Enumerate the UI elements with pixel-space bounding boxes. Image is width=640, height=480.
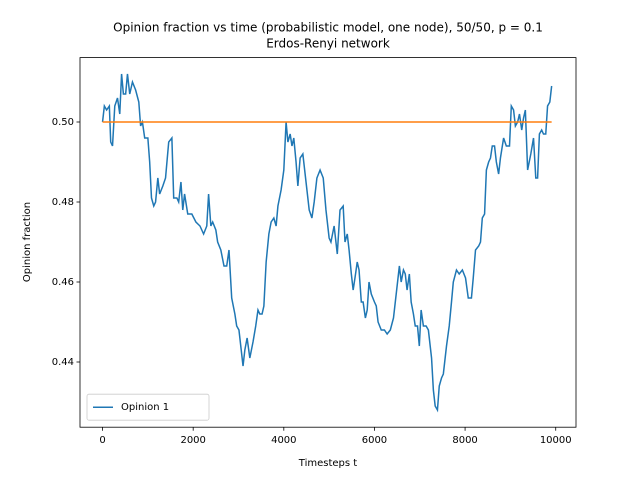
x-tick-label: 4000 — [271, 435, 296, 446]
y-axis-label: Opinion fraction — [22, 202, 33, 282]
x-tick-label: 6000 — [362, 435, 387, 446]
x-axis-label: Timesteps t — [298, 458, 357, 469]
y-tick-label: 0.50 — [52, 117, 74, 128]
legend-box — [86, 393, 210, 421]
y-tick-label: 0.46 — [52, 277, 74, 288]
y-tick-label: 0.48 — [52, 197, 74, 208]
x-tick-label: 10000 — [540, 435, 572, 446]
x-tick-label: 0 — [99, 435, 105, 446]
chart-subtitle: Erdos-Renyi network — [266, 37, 390, 51]
x-tick-label: 2000 — [180, 435, 205, 446]
line-series — [101, 73, 553, 413]
chart-title: Opinion fraction vs time (probabilistic … — [113, 21, 543, 35]
axes-frame — [79, 57, 577, 428]
x-tick-label: 8000 — [452, 435, 477, 446]
y-tick-label: 0.44 — [52, 357, 74, 368]
legend-label: Opinion 1 — [121, 402, 169, 413]
